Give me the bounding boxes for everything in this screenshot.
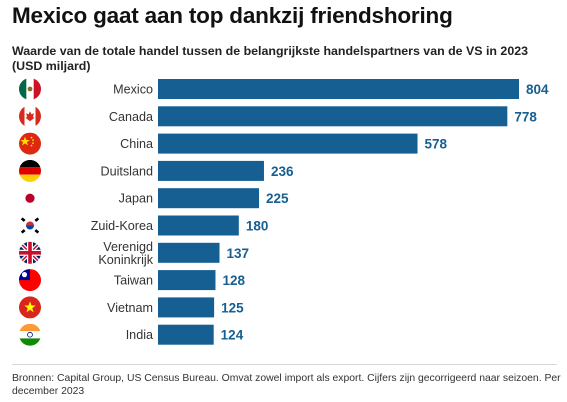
- source-footnote: Bronnen: Capital Group, US Census Bureau…: [12, 373, 561, 397]
- category-label: Canada: [109, 110, 153, 124]
- category-label: Koninkrijk: [98, 253, 153, 267]
- value-label: 125: [221, 300, 244, 315]
- bar-chart: Mexico 804 Canada 778 China 578 Duitsland 236 Ja…: [19, 78, 549, 346]
- value-label: 128: [222, 273, 245, 288]
- category-label: China: [120, 137, 153, 151]
- bar: [158, 242, 220, 263]
- category-label: Taiwan: [114, 274, 153, 288]
- chart-subtitle: Waarde van de totale handel tussen de be…: [12, 44, 528, 73]
- bar: [158, 297, 215, 318]
- category-label: Verenigd: [103, 240, 153, 254]
- canada-flag-icon: [19, 105, 41, 128]
- category-label: Duitsland: [100, 164, 153, 178]
- germany-flag-icon: [19, 159, 41, 182]
- taiwan-flag-icon: [19, 269, 41, 292]
- bar: [158, 270, 216, 291]
- india-flag-icon: [19, 323, 41, 346]
- uk-flag-icon: [19, 241, 41, 264]
- china-flag-icon: [19, 132, 41, 155]
- category-label: India: [126, 328, 153, 342]
- bar: [158, 160, 264, 181]
- bar: [158, 79, 519, 99]
- vietnam-flag-icon: [19, 296, 41, 319]
- bar: [158, 188, 260, 209]
- bar: [158, 133, 418, 154]
- chart-title: Mexico gaat aan top dankzij friendshorin…: [12, 3, 453, 28]
- value-label: 225: [266, 191, 289, 206]
- value-label: 137: [227, 246, 250, 261]
- category-label: Mexico: [113, 83, 153, 97]
- mexico-flag-icon: [19, 78, 41, 100]
- category-label: Japan: [119, 192, 153, 206]
- value-label: 236: [271, 164, 294, 179]
- bar: [158, 215, 239, 236]
- value-label: 578: [425, 137, 448, 152]
- value-label: 778: [514, 109, 537, 124]
- value-label: 180: [246, 219, 269, 234]
- south-korea-flag-icon: [19, 214, 41, 237]
- bar: [158, 324, 214, 345]
- bar: [158, 106, 508, 127]
- category-label: Vietnam: [107, 301, 153, 315]
- value-label: 804: [526, 82, 549, 97]
- japan-flag-icon: [19, 187, 41, 210]
- value-label: 124: [221, 328, 244, 343]
- category-label: Zuid-Korea: [91, 219, 153, 233]
- footnote-divider: [12, 364, 557, 365]
